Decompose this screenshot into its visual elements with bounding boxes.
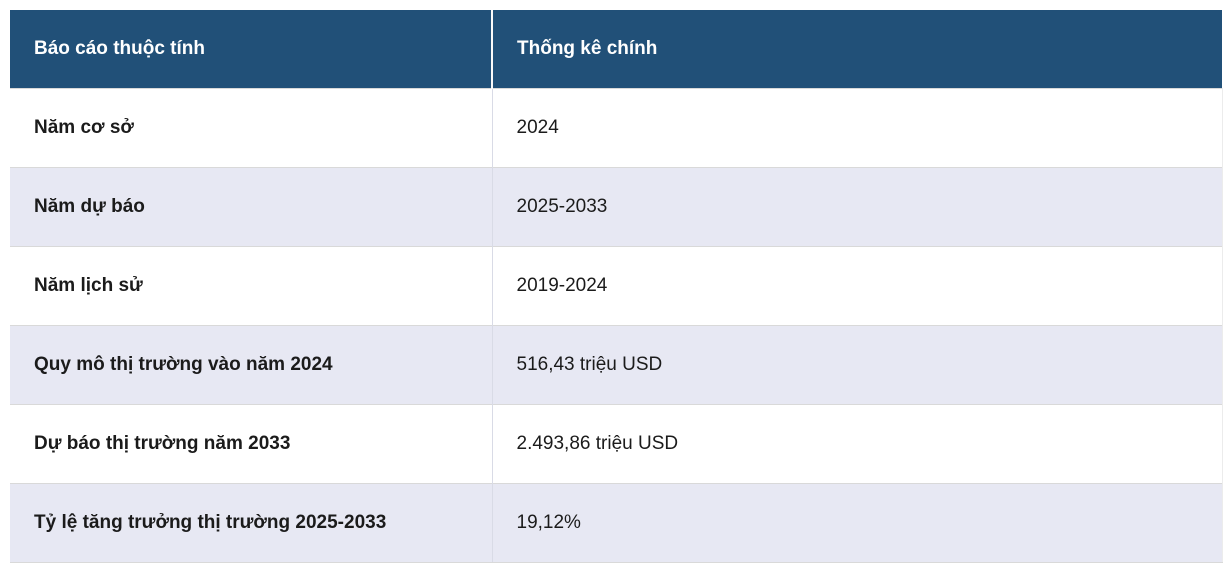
header-cell-statistic: Thống kê chính xyxy=(492,10,1222,89)
attribute-cell: Năm cơ sở xyxy=(10,88,493,168)
table-row: Năm cơ sở 2024 xyxy=(10,88,1223,168)
value-cell: 516,43 triệu USD xyxy=(492,325,1223,405)
table-row: Năm dự báo 2025-2033 xyxy=(10,167,1223,247)
table-row: Quy mô thị trường vào năm 2024 516,43 tr… xyxy=(10,325,1223,405)
table-row: Dự báo thị trường năm 2033 2.493,86 triệ… xyxy=(10,404,1223,484)
attribute-cell: Tỷ lệ tăng trưởng thị trường 2025-2033 xyxy=(10,483,493,563)
attribute-cell: Quy mô thị trường vào năm 2024 xyxy=(10,325,493,405)
value-cell: 19,12% xyxy=(492,483,1223,563)
attribute-cell: Dự báo thị trường năm 2033 xyxy=(10,404,493,484)
header-row: Báo cáo thuộc tính Thống kê chính xyxy=(10,10,1222,89)
table-header: Báo cáo thuộc tính Thống kê chính xyxy=(10,10,1222,89)
attribute-cell: Năm dự báo xyxy=(10,167,493,247)
table-body: Năm cơ sở 2024 Năm dự báo 2025-2033 Năm … xyxy=(10,88,1223,563)
attribute-cell: Năm lịch sử xyxy=(10,246,493,326)
report-attributes-table-container: Báo cáo thuộc tính Thống kê chính Năm cơ… xyxy=(10,10,1223,563)
header-cell-attribute: Báo cáo thuộc tính xyxy=(10,10,493,89)
table-row: Tỷ lệ tăng trưởng thị trường 2025-2033 1… xyxy=(10,483,1223,563)
report-attributes-table: Báo cáo thuộc tính Thống kê chính Năm cơ… xyxy=(10,10,1223,563)
value-cell: 2019-2024 xyxy=(492,246,1223,326)
table-row: Năm lịch sử 2019-2024 xyxy=(10,246,1223,326)
value-cell: 2025-2033 xyxy=(492,167,1223,247)
value-cell: 2.493,86 triệu USD xyxy=(492,404,1223,484)
value-cell: 2024 xyxy=(492,88,1223,168)
